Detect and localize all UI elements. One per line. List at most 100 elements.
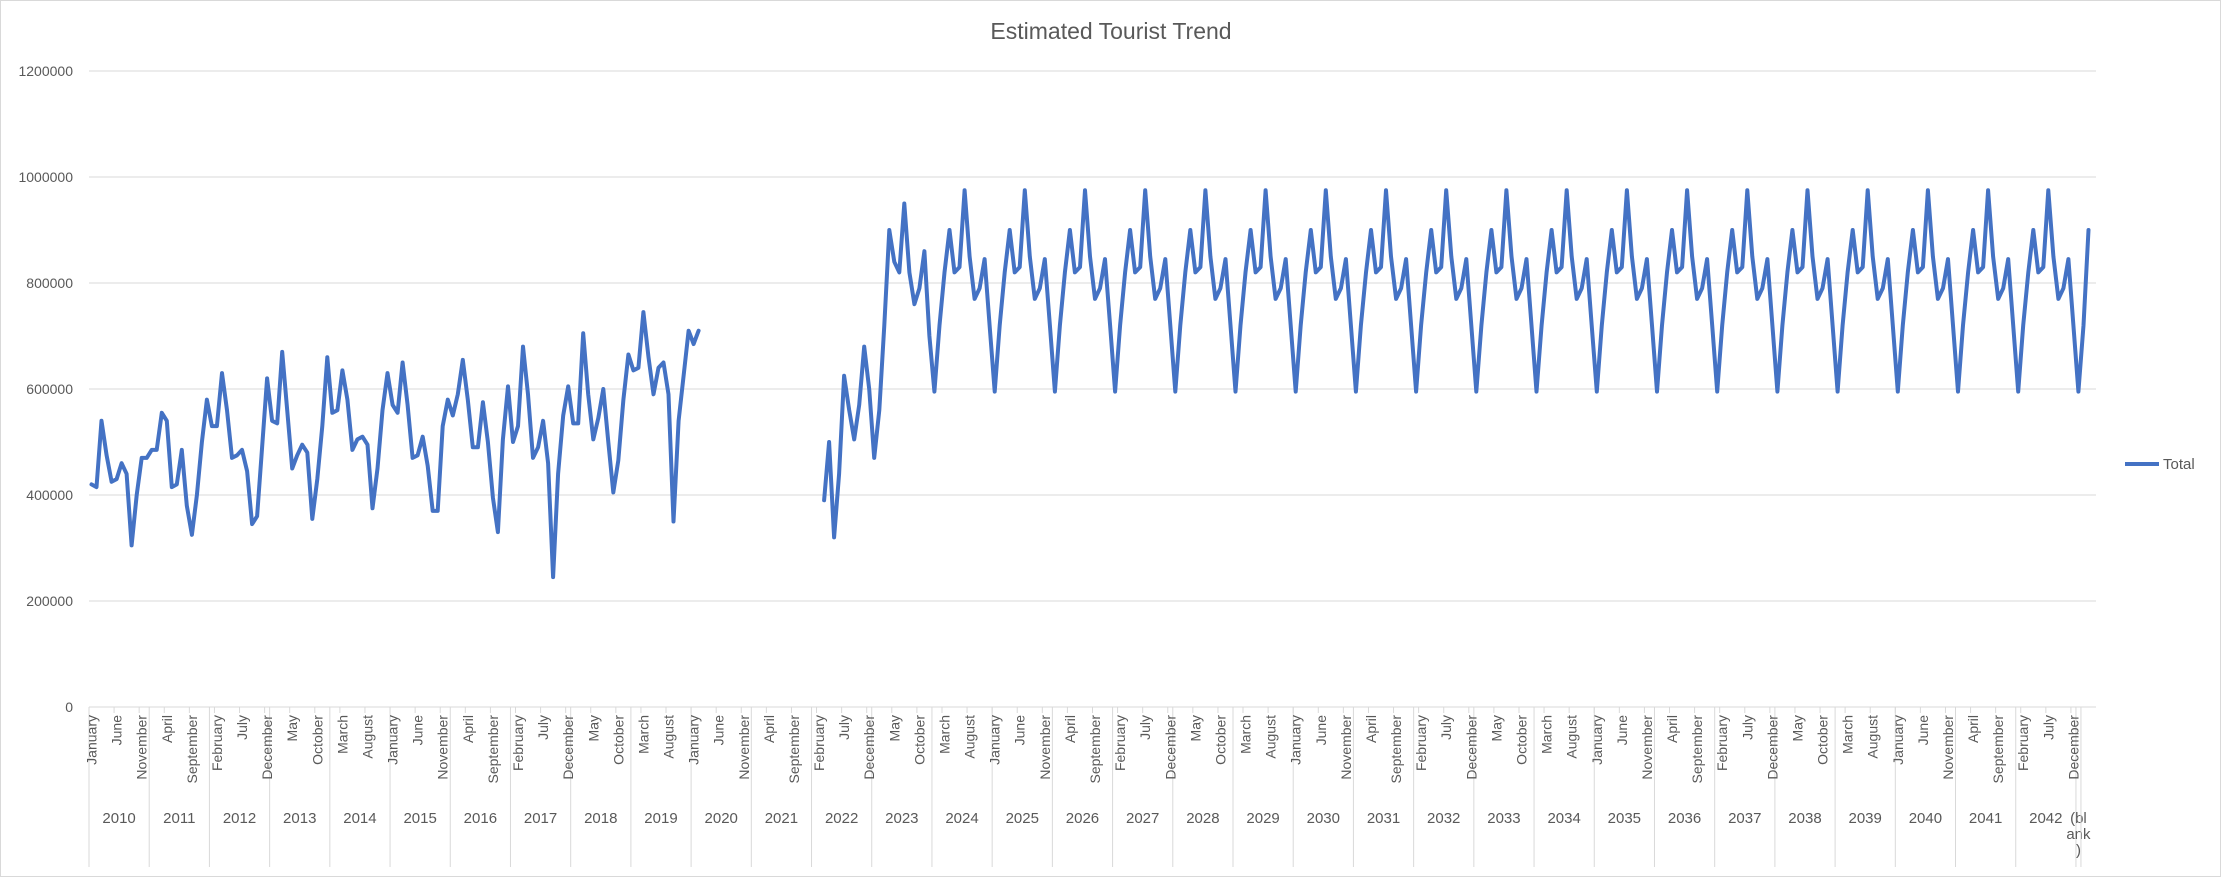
x-month-tick-label: January [987, 715, 1003, 765]
x-month-tick-label: September [1388, 715, 1404, 784]
x-month-tick-label: July [1137, 715, 1153, 740]
x-year-label: (bl [2070, 810, 2087, 827]
y-axis: 0 200000 400000 600000 800000 1000000 1200000 [18, 63, 73, 715]
x-year-label: ank [2066, 826, 2091, 843]
x-month-tick-label: January [1589, 715, 1605, 765]
x-month-tick-label: June [1012, 715, 1028, 746]
x-month-tick-label: January [1890, 715, 1906, 765]
x-month-tick-label: August [661, 715, 677, 759]
chart-title: Estimated Tourist Trend [990, 18, 1231, 44]
x-month-tick-label: December [560, 715, 576, 780]
x-month-tick-label: May [1488, 715, 1504, 741]
x-year-label: 2012 [223, 810, 256, 827]
x-month-tick-label: February [209, 715, 225, 771]
x-month-tick-label: November [1639, 715, 1655, 780]
legend-label-total: Total [2163, 456, 2195, 473]
x-month-tick-label: March [936, 715, 952, 754]
x-month-tick-label: August [1865, 715, 1881, 759]
x-year-label: 2010 [102, 810, 135, 827]
x-year-label: 2036 [1668, 810, 1701, 827]
y-tick-label: 200000 [26, 593, 73, 609]
x-year-label: 2032 [1427, 810, 1460, 827]
x-month-tick-label: April [1062, 715, 1078, 743]
x-month-tick-label: February [2015, 715, 2031, 771]
x-month-tick-label: February [1112, 715, 1128, 771]
x-month-tick-label: April [460, 715, 476, 743]
x-year-label: 2042 [2029, 810, 2062, 827]
x-month-tick-label: November [1037, 715, 1053, 780]
x-month-tick-label: March [1539, 715, 1555, 754]
x-month-tick-label: March [334, 715, 350, 754]
x-month-tick-label: February [811, 715, 827, 771]
x-year-label: 2018 [584, 810, 617, 827]
x-year-label: 2022 [825, 810, 858, 827]
x-month-tick-label: July [1739, 715, 1755, 740]
x-month-tick-label: June [1915, 715, 1931, 746]
x-month-tick-label: January [686, 715, 702, 765]
x-year-label: 2021 [765, 810, 798, 827]
x-year-label: 2024 [945, 810, 978, 827]
x-month-tick-label: October [309, 715, 325, 765]
x-year-label: 2030 [1307, 810, 1340, 827]
x-month-tick-label: September [1087, 715, 1103, 784]
x-month-tick-label: August [962, 715, 978, 759]
x-month-tick-label: June [711, 715, 727, 746]
x-month-tick-label: January [385, 715, 401, 765]
x-month-tick-label: October [610, 715, 626, 765]
x-month-tick-label: May [585, 715, 601, 741]
x-year-label: 2038 [1788, 810, 1821, 827]
x-month-tick-label: April [1965, 715, 1981, 743]
x-month-tick-label: December [2065, 715, 2081, 780]
x-month-tick-label: April [1363, 715, 1379, 743]
x-month-tick-label: May [886, 715, 902, 741]
x-month-tick-label: October [1815, 715, 1831, 765]
x-month-tick-label: November [1338, 715, 1354, 780]
x-year-label: 2015 [403, 810, 436, 827]
x-month-tick-label: October [1513, 715, 1529, 765]
x-month-tick-label: September [1689, 715, 1705, 784]
x-month-tick-label: February [510, 715, 526, 771]
x-year-label: 2019 [644, 810, 677, 827]
x-year-label: ) [2076, 842, 2081, 859]
x-year-label: 2016 [464, 810, 497, 827]
x-month-tick-label: December [1162, 715, 1178, 780]
x-year-label: 2011 [163, 810, 195, 827]
y-tick-label: 800000 [26, 275, 73, 291]
x-month-tick-label: June [109, 715, 125, 746]
x-month-tick-label: June [1614, 715, 1630, 746]
x-axis: 2010 2011 2012 2013 2014 2015 2016 2017 2018 2019… [84, 706, 2096, 867]
series-line-total [822, 188, 2091, 540]
x-month-tick-label: July [234, 715, 250, 740]
x-month-tick-label: November [134, 715, 150, 780]
x-month-tick-label: August [359, 715, 375, 759]
x-year-label: 2031 [1367, 810, 1400, 827]
x-month-tick-label: November [1940, 715, 1956, 780]
x-month-tick-label: July [535, 715, 551, 740]
x-year-label: 2034 [1547, 810, 1580, 827]
x-year-label: 2020 [705, 810, 738, 827]
x-year-label: 2029 [1246, 810, 1279, 827]
x-month-tick-label: June [1313, 715, 1329, 746]
x-month-tick-label: April [1664, 715, 1680, 743]
x-month-tick-label: November [435, 715, 451, 780]
x-month-tick-label: November [736, 715, 752, 780]
x-month-tick-label: September [485, 715, 501, 784]
y-tick-label: 400000 [26, 487, 73, 503]
x-month-tick-label: December [1463, 715, 1479, 780]
x-year-label: 2027 [1126, 810, 1159, 827]
x-year-label: 2033 [1487, 810, 1520, 827]
x-month-tick-label: December [1764, 715, 1780, 780]
y-tick-label: 1200000 [18, 63, 73, 79]
x-month-tick-label: September [786, 715, 802, 784]
x-month-tick-label: April [159, 715, 175, 743]
x-year-label: 2037 [1728, 810, 1761, 827]
y-tick-label: 600000 [26, 381, 73, 397]
x-month-tick-label: July [1438, 715, 1454, 740]
x-month-tick-label: July [2040, 715, 2056, 740]
x-year-label: 2028 [1186, 810, 1219, 827]
x-month-tick-label: September [1990, 715, 2006, 784]
x-month-tick-label: May [1789, 715, 1805, 741]
x-year-label: 2025 [1006, 810, 1039, 827]
x-year-label: 2039 [1849, 810, 1882, 827]
